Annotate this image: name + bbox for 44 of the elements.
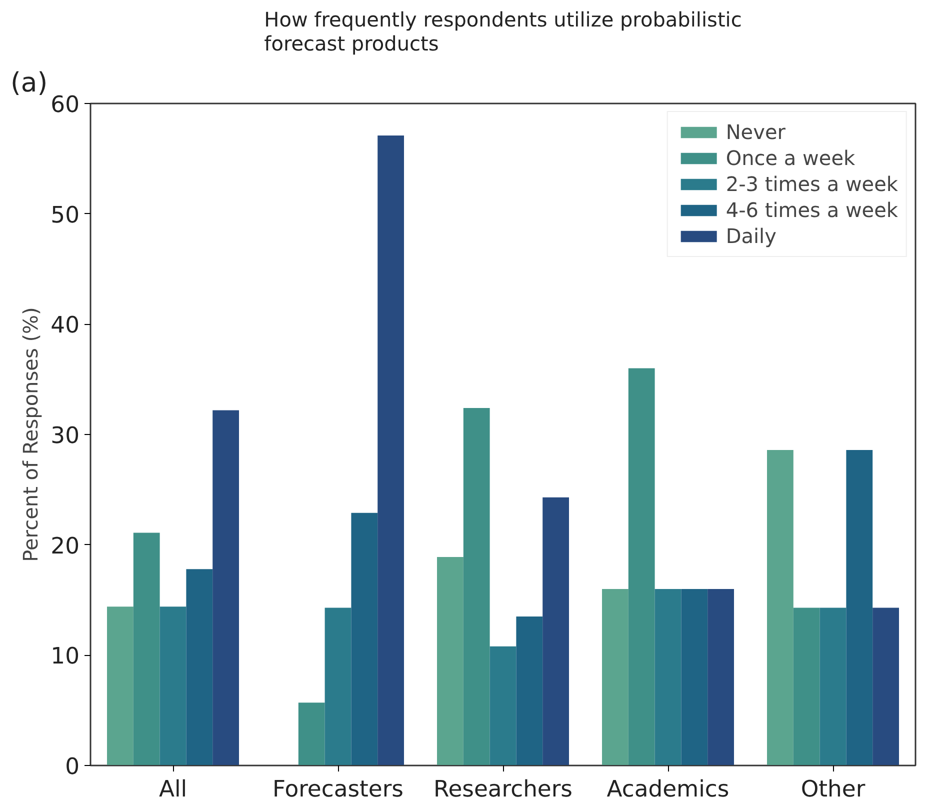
bar (298, 702, 325, 766)
legend-label: Once a week (726, 146, 856, 170)
bar (654, 588, 682, 766)
bar (602, 588, 628, 766)
bar (820, 608, 846, 766)
legend-label: Daily (726, 224, 776, 248)
x-tick-label: All (158, 776, 188, 802)
x-tick-label: Other (800, 776, 866, 802)
y-tick-label: 50 (50, 202, 80, 228)
legend-label: 2-3 times a week (726, 172, 898, 196)
bar (324, 608, 352, 766)
bar (437, 556, 464, 766)
chart-title: How frequently respondents utilize probabilistic forecast products (264, 8, 742, 56)
y-tick-label: 60 (50, 92, 80, 118)
bar (160, 606, 186, 766)
bar (133, 532, 160, 766)
bar (186, 569, 213, 766)
x-tick-label: Academics (606, 776, 730, 802)
y-tick-label: 0 (65, 754, 80, 780)
bar (767, 450, 794, 766)
bar (212, 410, 239, 766)
legend-label: Never (726, 120, 786, 144)
y-tick-label: 10 (50, 644, 80, 670)
bar (708, 588, 734, 766)
y-tick-label: 40 (50, 312, 80, 339)
y-tick-label: 30 (50, 423, 80, 449)
bar (516, 616, 543, 766)
bar (628, 368, 655, 766)
bar (107, 606, 134, 766)
y-tick-label: 20 (50, 533, 80, 560)
legend-label: 4-6 times a week (726, 198, 898, 222)
bar (681, 588, 708, 766)
bar (463, 408, 490, 766)
bar (872, 608, 899, 766)
bar (846, 450, 873, 766)
bar (793, 608, 820, 766)
bar (378, 135, 404, 766)
x-tick-label: Forecasters (272, 776, 404, 802)
bar (351, 512, 378, 766)
bar (490, 646, 516, 766)
x-tick-label: Researchers (434, 776, 572, 802)
bar (542, 497, 569, 766)
y-axis-title: Percent of Responses (%) (18, 307, 43, 562)
text: (a) (10, 68, 48, 98)
